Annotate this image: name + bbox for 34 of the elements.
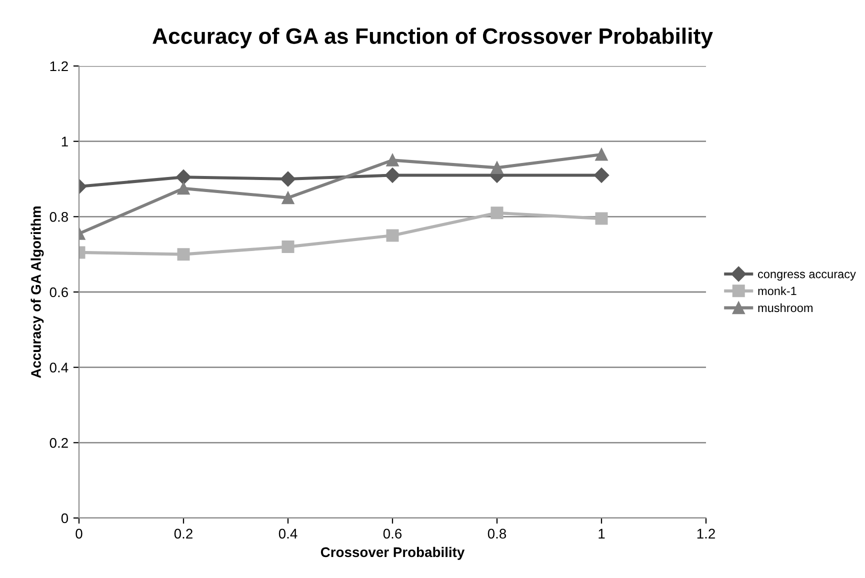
- y-tick-label: 0.6: [50, 287, 68, 298]
- legend-label: monk-1: [758, 286, 796, 296]
- point: [282, 240, 294, 254]
- x-tick-label: 0.4: [278, 528, 298, 539]
- y-tick-label: 0.4: [50, 362, 68, 373]
- y-axis-title: Accuracy of GA Algorithm: [30, 206, 44, 378]
- point: [490, 206, 504, 220]
- x-tick-label: 0.2: [174, 528, 192, 539]
- point: [177, 248, 190, 261]
- y-tick-label: 1: [62, 136, 68, 146]
- point: [595, 212, 608, 225]
- point: [282, 192, 294, 204]
- y-tick-label: 0.2: [50, 438, 68, 448]
- point: [490, 161, 504, 174]
- point: [386, 154, 399, 166]
- chart-title: Accuracy of GA as Function of Crossover Probability: [152, 28, 713, 48]
- legend-label: mushroom: [758, 303, 812, 312]
- y-tick-label: 1.2: [50, 61, 68, 72]
- x-tick-label: 0.6: [383, 528, 402, 539]
- x-tick-label: 0.8: [488, 528, 506, 539]
- x-tick-label: 1: [598, 528, 605, 538]
- y-tick-label: 0: [61, 513, 68, 524]
- point: [594, 168, 610, 183]
- y-tick-label: 0.8: [50, 212, 68, 222]
- point: [595, 148, 608, 161]
- point: [176, 170, 192, 185]
- x-axis-title: Crossover Probability: [320, 546, 465, 560]
- point: [386, 229, 399, 242]
- point: [177, 182, 190, 195]
- x-tick-label: 1.2: [697, 528, 715, 538]
- point: [280, 171, 296, 187]
- legend-label: congress accuracy: [758, 272, 856, 281]
- point: [384, 168, 400, 183]
- x-tick-label: 0: [76, 528, 82, 539]
